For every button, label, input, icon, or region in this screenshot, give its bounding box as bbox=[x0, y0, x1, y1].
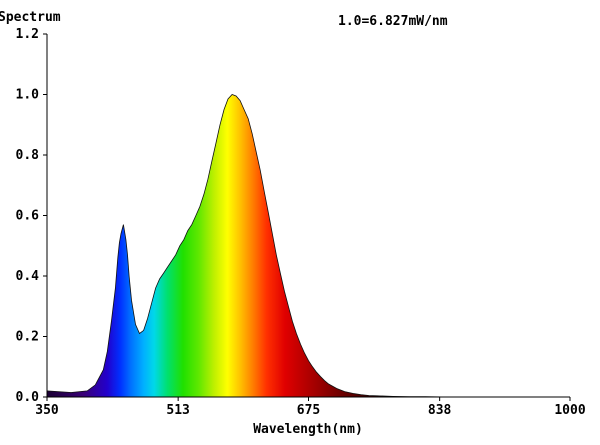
x-tick-label: 1000 bbox=[554, 403, 585, 418]
x-tick-label: 513 bbox=[166, 403, 189, 418]
spectrum-line bbox=[46, 94, 570, 398]
y-tick-label: 0.6 bbox=[16, 209, 40, 224]
x-axis-ticks: 350 513 675 838 1000 bbox=[35, 397, 586, 418]
y-axis-ticks: 0.0 0.2 0.4 0.6 0.8 1.0 1.2 bbox=[16, 27, 47, 405]
chart-title: Spectrum bbox=[0, 10, 61, 25]
y-tick-label: 0.2 bbox=[16, 330, 39, 345]
y-tick-label: 1.0 bbox=[16, 88, 40, 103]
x-tick-label: 838 bbox=[428, 403, 452, 418]
scale-annotation: 1.0=6.827mW/nm bbox=[338, 14, 448, 29]
y-tick-label: 0.4 bbox=[16, 269, 40, 284]
x-tick-label: 350 bbox=[35, 403, 59, 418]
x-axis-label: Wavelength(nm) bbox=[253, 422, 363, 437]
spectrum-area bbox=[47, 94, 570, 397]
y-tick-label: 0.0 bbox=[16, 390, 40, 405]
x-tick-label: 675 bbox=[297, 403, 320, 418]
y-tick-label: 0.8 bbox=[16, 148, 40, 163]
y-tick-label: 1.2 bbox=[16, 27, 39, 42]
